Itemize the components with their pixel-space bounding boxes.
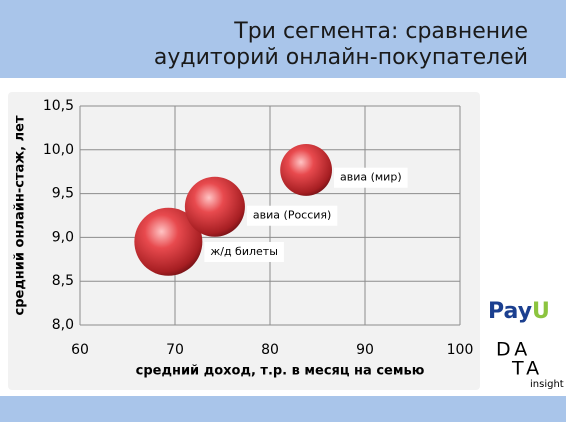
y-tick-label: 8,0	[52, 317, 74, 333]
title-line: аудиторий онлайн-покупателей	[154, 45, 528, 70]
y-tick-label: 8,5	[52, 273, 74, 289]
y-axis-title: средний онлайн-стаж, лет	[13, 115, 28, 315]
x-tick-label: 70	[166, 342, 184, 358]
payu-logo: PayU	[488, 299, 550, 324]
bubble	[134, 207, 203, 276]
y-tick-label: 10,5	[43, 98, 74, 114]
y-tick-label: 9,5	[52, 186, 74, 202]
data-logo: DA	[496, 339, 531, 361]
x-tick-label: 60	[71, 342, 89, 358]
x-axis-title: средний доход, т.р. в месяц на семью	[136, 364, 425, 379]
x-tick-label: 90	[356, 342, 374, 358]
data-label: ж/д билеты	[210, 245, 278, 258]
label-box	[204, 241, 284, 262]
y-tick-label: 9,0	[52, 229, 74, 245]
data-logo: TA	[511, 358, 543, 380]
header-band	[0, 0, 566, 78]
y-tick-label: 10,0	[43, 142, 74, 158]
x-tick-label: 100	[447, 342, 474, 358]
bubble	[280, 144, 332, 196]
footer-band	[0, 396, 566, 422]
chart-area	[8, 92, 480, 390]
label-box	[333, 167, 408, 188]
x-tick-label: 80	[261, 342, 279, 358]
title-line: Три сегмента: сравнение	[233, 19, 528, 44]
insight-logo: insight	[530, 379, 564, 390]
data-label: авиа (мир)	[340, 171, 402, 184]
label-box	[246, 205, 338, 226]
data-label: авиа (Россия)	[253, 209, 331, 222]
bubble	[184, 176, 245, 237]
